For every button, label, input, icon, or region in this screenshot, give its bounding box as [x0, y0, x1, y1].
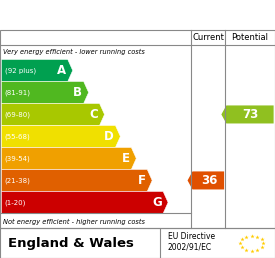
- Text: Very energy efficient - lower running costs: Very energy efficient - lower running co…: [3, 49, 145, 55]
- Text: B: B: [73, 86, 82, 99]
- Polygon shape: [1, 125, 120, 147]
- Text: (81-91): (81-91): [5, 89, 31, 96]
- Text: 36: 36: [201, 174, 217, 187]
- Text: Not energy efficient - higher running costs: Not energy efficient - higher running co…: [3, 219, 145, 225]
- Text: G: G: [152, 196, 162, 209]
- Text: (39-54): (39-54): [5, 155, 31, 162]
- Polygon shape: [1, 59, 73, 82]
- Text: A: A: [57, 64, 66, 77]
- Text: D: D: [104, 130, 114, 143]
- Polygon shape: [1, 147, 136, 170]
- Polygon shape: [1, 170, 152, 191]
- Polygon shape: [188, 171, 224, 189]
- Text: (1-20): (1-20): [5, 199, 26, 206]
- Text: (92 plus): (92 plus): [5, 67, 36, 74]
- Polygon shape: [221, 106, 274, 124]
- Text: Energy Efficiency Rating: Energy Efficiency Rating: [8, 7, 210, 22]
- Polygon shape: [1, 191, 168, 213]
- Text: C: C: [89, 108, 98, 121]
- Text: (55-68): (55-68): [5, 133, 31, 140]
- Text: (21-38): (21-38): [5, 177, 31, 184]
- Text: F: F: [138, 174, 146, 187]
- Text: Potential: Potential: [232, 33, 268, 42]
- Text: E: E: [122, 152, 130, 165]
- Polygon shape: [1, 103, 104, 125]
- Text: 73: 73: [243, 108, 259, 121]
- Text: Current: Current: [192, 33, 224, 42]
- Text: England & Wales: England & Wales: [8, 237, 134, 250]
- Polygon shape: [1, 82, 89, 103]
- Text: EU Directive
2002/91/EC: EU Directive 2002/91/EC: [168, 232, 215, 251]
- Text: (69-80): (69-80): [5, 111, 31, 118]
